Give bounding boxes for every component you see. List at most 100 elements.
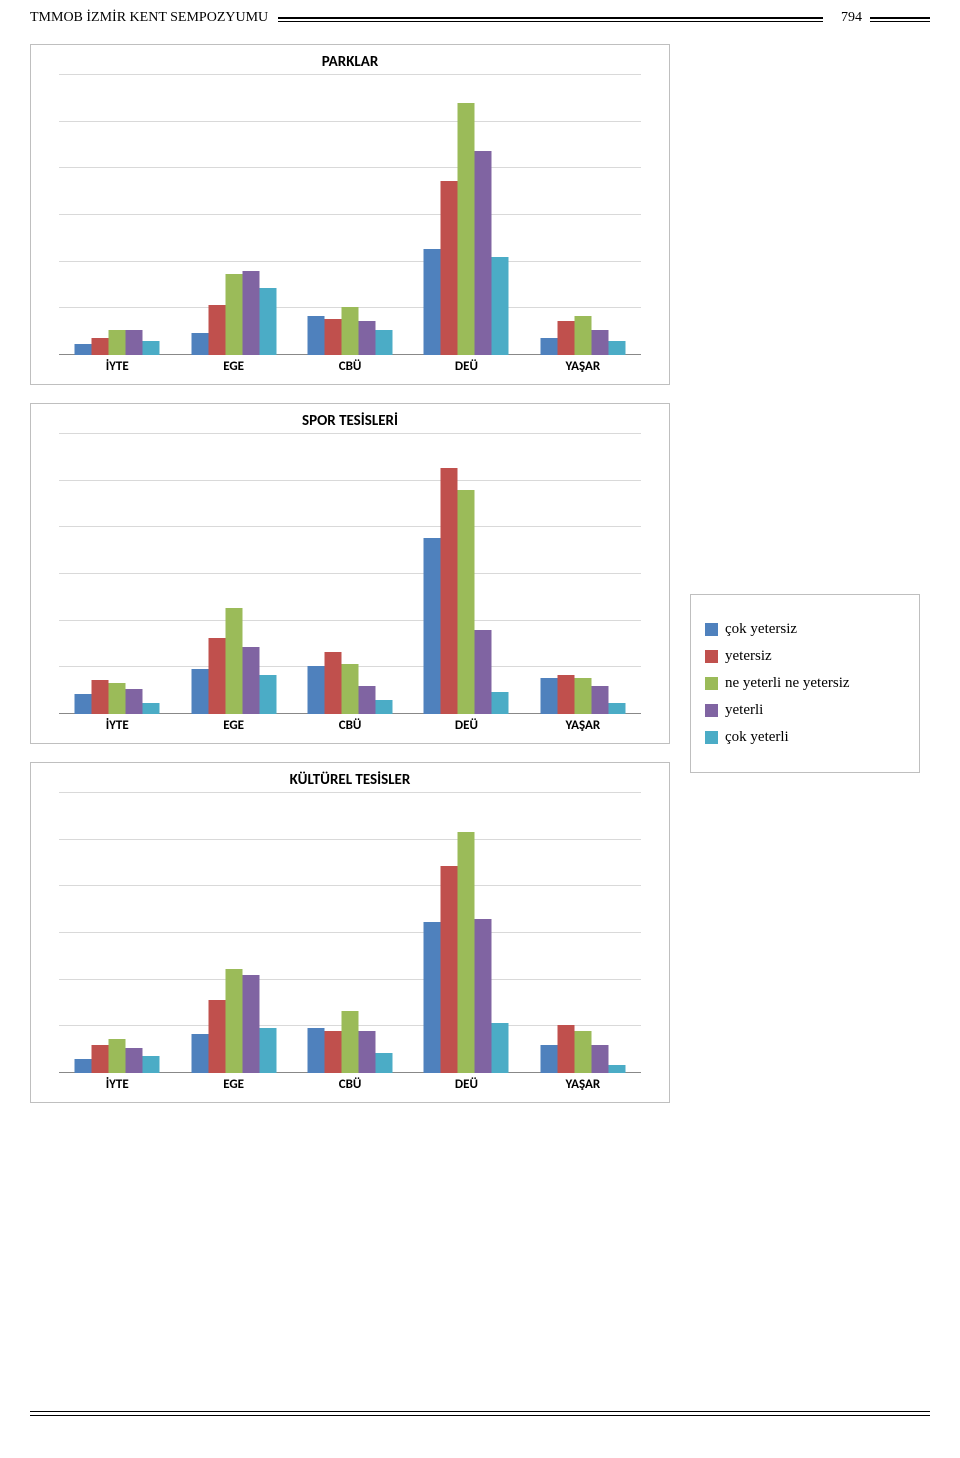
chart-bar [75,1059,92,1073]
chart-bar [242,271,259,355]
chart-bar [259,1028,276,1073]
chart-bar [376,330,393,355]
chart-bar [608,1065,625,1073]
chart-bars [424,103,509,355]
chart-xlabel: DEÜ [408,1077,524,1092]
chart-xlabel: CBÜ [292,718,408,733]
chart-xlabels: İYTEEGECBÜDEÜYAŞAR [59,718,641,733]
chart-bar [342,307,359,355]
chart-bars [308,307,393,355]
chart-bar [492,257,509,355]
chart-bar [424,249,441,355]
chart-bar [109,683,126,714]
chart-bar [574,316,591,355]
chart-bar [308,666,325,714]
chart-bar [557,1025,574,1073]
legend-box: çok yetersiz yetersiz ne yeterli ne yeters… [690,594,920,773]
chart-plot [59,793,641,1073]
chart-bar [458,103,475,355]
chart-bars [191,271,276,355]
chart-xlabel: EGE [175,1077,291,1092]
chart-bar [208,1000,225,1073]
chart-bar [143,703,160,714]
legend-swatch [705,677,718,690]
chart-group [525,793,641,1073]
chart-group [408,75,524,355]
legend-item: yeterli [705,702,905,719]
chart-box: KÜLTÜREL TESİSLERİYTEEGECBÜDEÜYAŞAR [30,762,670,1103]
chart-xlabels: İYTEEGECBÜDEÜYAŞAR [59,359,641,374]
chart-box: SPOR TESİSLERİ İYTEEGECBÜDEÜYAŞAR [30,403,670,744]
page-header: TMMOB İZMİR KENT SEMPOZYUMU 794 [30,10,930,26]
chart-group [525,434,641,714]
legend-item: ne yeterli ne yetersiz [705,675,905,692]
chart-plot [59,434,641,714]
chart-xlabel: İYTE [59,359,175,374]
legend-column: çok yetersiz yetersiz ne yeterli ne yeters… [690,594,920,773]
chart-group [525,75,641,355]
charts-column: PARKLARİYTEEGECBÜDEÜYAŞAR SPOR TESİSLERİ İ… [30,44,670,1121]
chart-xlabels: İYTEEGECBÜDEÜYAŞAR [59,1077,641,1092]
chart-group [292,793,408,1073]
legend-item: çok yeterli [705,729,905,746]
chart-bar [540,338,557,355]
chart-xlabel: YAŞAR [525,359,641,374]
chart-bar [342,664,359,714]
chart-bars [75,1039,160,1073]
chart-bars [308,652,393,714]
chart-bar [441,181,458,355]
chart-bar [325,319,342,355]
chart-xlabel: EGE [175,359,291,374]
chart-bar [591,686,608,714]
chart-xlabel: CBÜ [292,359,408,374]
chart-bar [308,1028,325,1073]
legend-swatch [705,623,718,636]
chart-bar [458,490,475,714]
chart-bar [492,1023,509,1073]
chart-bar [376,700,393,714]
chart-bar [92,338,109,355]
chart-group [175,75,291,355]
legend-swatch [705,704,718,717]
chart-bar [143,341,160,355]
chart-bar [308,316,325,355]
chart-bars [540,316,625,355]
legend-item: çok yetersiz [705,621,905,638]
legend-label: yetersiz [725,648,772,665]
chart-bar [359,1031,376,1073]
chart-bar [191,1034,208,1073]
chart-bar [608,341,625,355]
chart-box: PARKLARİYTEEGECBÜDEÜYAŞAR [30,44,670,385]
chart-group [175,434,291,714]
chart-title: SPOR TESİSLERİ [31,404,669,434]
chart-bar [191,669,208,714]
chart-xlabel: İYTE [59,718,175,733]
footer-rule [30,1411,930,1412]
legend-label: çok yeterli [725,729,789,746]
chart-bar [225,969,242,1073]
chart-xlabel: İYTE [59,1077,175,1092]
chart-bar [475,919,492,1073]
chart-bar [359,686,376,714]
chart-bar [557,321,574,355]
chart-bar [92,680,109,714]
chart-bars [540,675,625,714]
chart-groups [59,434,641,714]
header-title: TMMOB İZMİR KENT SEMPOZYUMU [30,10,268,26]
chart-xlabel: YAŞAR [525,1077,641,1092]
chart-bars [191,969,276,1073]
chart-xlabel: EGE [175,718,291,733]
chart-bars [540,1025,625,1073]
chart-xlabel: CBÜ [292,1077,408,1092]
chart-group [408,434,524,714]
chart-bar [475,151,492,355]
chart-bar [126,330,143,355]
chart-bar [376,1053,393,1073]
chart-group [292,434,408,714]
chart-plot [59,75,641,355]
chart-bar [259,288,276,355]
chart-bar [574,1031,591,1073]
chart-bar [109,330,126,355]
chart-bars [424,832,509,1073]
chart-bar [259,675,276,714]
